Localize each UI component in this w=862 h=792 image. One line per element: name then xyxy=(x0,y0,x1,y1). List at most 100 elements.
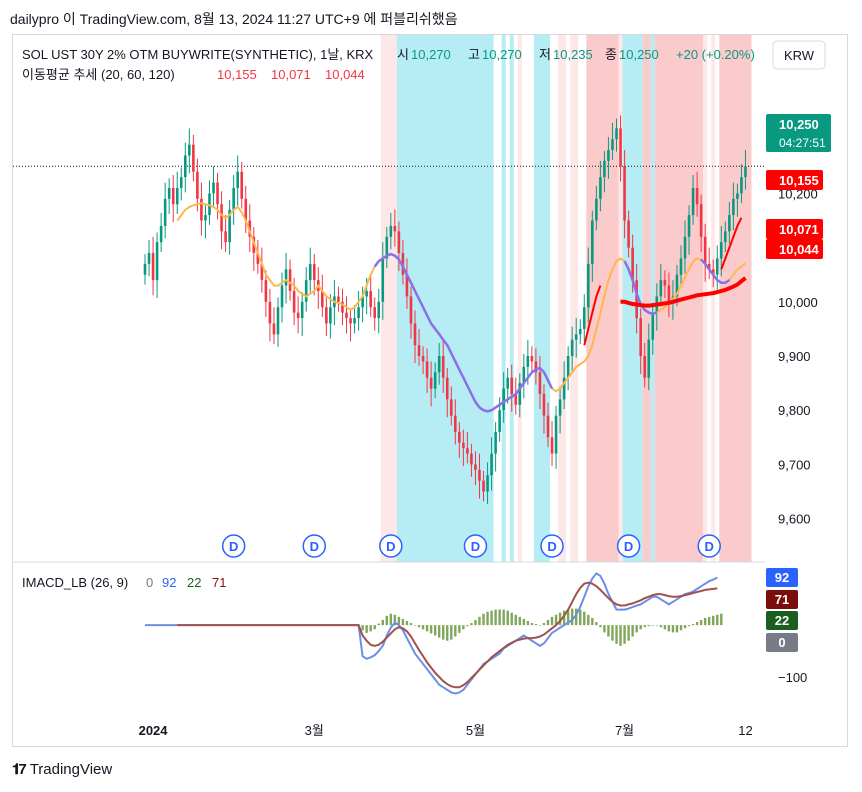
dividend-marker[interactable]: D xyxy=(616,534,641,558)
candle-body xyxy=(703,236,707,264)
candle-body xyxy=(143,263,147,275)
candle-body xyxy=(582,307,586,329)
candle-body xyxy=(715,258,719,275)
legend-ma-label: 이동평균 추세 (20, 60, 120) xyxy=(22,67,175,82)
candle-body xyxy=(619,128,622,167)
ma120-line xyxy=(620,276,747,308)
candle-body xyxy=(534,361,538,373)
dividend-marker-label: D xyxy=(229,539,238,554)
candle-body xyxy=(570,339,574,357)
legend-ma120-value: 10,044 xyxy=(325,67,365,82)
candle-body xyxy=(679,258,683,275)
dividend-marker[interactable]: D xyxy=(697,534,721,558)
dividend-marker-circle xyxy=(379,534,403,558)
legend-low: 10,235 xyxy=(553,47,593,62)
macd-histogram-bar xyxy=(385,615,388,626)
candle-body xyxy=(514,393,518,405)
candle-body xyxy=(325,307,328,324)
candle-body xyxy=(566,356,570,378)
macd-histogram-bar xyxy=(474,619,477,626)
candle-body xyxy=(236,171,239,188)
candle-body xyxy=(562,377,566,400)
macd-legend-name: IMACD_LB (26, 9) xyxy=(22,575,128,590)
macd-histogram-bar xyxy=(377,623,380,626)
ma20-price-label: 10,155 xyxy=(766,170,823,190)
macd-histogram-bar xyxy=(437,625,441,638)
candle-body xyxy=(159,225,163,243)
macd-histogram-bar xyxy=(425,625,429,632)
macd-histogram-bar xyxy=(365,625,368,633)
candle-body xyxy=(192,144,195,172)
candle-body xyxy=(312,263,316,281)
candle-body xyxy=(607,150,610,161)
legend-high-label: 고 xyxy=(468,47,480,62)
candle-body xyxy=(639,318,642,357)
tradingview-logo[interactable]: 𝟏7 TradingView xyxy=(12,761,112,778)
macd-histogram-bar xyxy=(699,619,703,626)
macd-histogram-bar xyxy=(526,621,530,626)
time-tick-label: 2024 xyxy=(139,723,169,738)
zone-band xyxy=(533,35,551,562)
macd-histogram-bar xyxy=(611,625,614,641)
candle-body xyxy=(736,193,739,199)
candle-body xyxy=(345,312,348,319)
macd-histogram-bar xyxy=(708,616,711,626)
candle-body xyxy=(462,442,465,449)
dividend-marker[interactable]: D xyxy=(379,534,403,558)
macd-histogram-bar xyxy=(619,625,622,646)
candle-body xyxy=(587,263,590,308)
candle-body xyxy=(494,431,497,454)
macd-histogram-bar xyxy=(498,609,501,626)
candle-body xyxy=(196,171,199,199)
legend-low-label: 저 xyxy=(539,47,551,62)
svg-text:22: 22 xyxy=(775,613,789,628)
candle-body xyxy=(683,236,687,259)
macd-histogram-bar xyxy=(530,623,534,626)
candle-body xyxy=(329,307,332,324)
dividend-marker-circle xyxy=(221,534,246,558)
legend-ma20-value: 10,155 xyxy=(217,67,257,82)
macd-histogram-bar xyxy=(647,625,650,627)
macd-histogram-bar xyxy=(486,611,489,626)
candle-body xyxy=(445,377,449,400)
dividend-marker[interactable]: D xyxy=(221,534,246,558)
candle-body xyxy=(264,280,268,302)
candle-body xyxy=(288,269,292,291)
dividend-marker[interactable]: D xyxy=(540,534,564,558)
candle-body xyxy=(232,187,235,210)
candle-body xyxy=(643,356,647,378)
candle-body xyxy=(611,139,614,151)
macd-histogram-bar xyxy=(716,614,719,626)
time-tick-label: 5월 xyxy=(466,723,485,738)
candle-body xyxy=(260,263,264,281)
candle-body xyxy=(184,155,187,178)
dividend-marker[interactable]: D xyxy=(463,534,488,558)
candle-body xyxy=(506,377,509,389)
legend-high: 10,270 xyxy=(482,47,522,62)
macd-histogram-bar xyxy=(595,622,598,626)
macd-histogram-bar xyxy=(518,616,521,626)
ma20-line xyxy=(583,285,602,346)
macd-histogram-bar xyxy=(538,625,542,626)
macd-histogram-bar xyxy=(566,609,570,626)
candle-body xyxy=(296,312,300,319)
legend-close: 10,250 xyxy=(619,47,659,62)
macd-histogram-bar xyxy=(446,625,449,641)
candle-body xyxy=(188,144,191,156)
dividend-marker-label: D xyxy=(624,539,633,554)
candle-body xyxy=(421,356,425,362)
candle-body xyxy=(397,231,401,254)
svg-text:0: 0 xyxy=(778,635,785,650)
macd-histogram-bar xyxy=(663,625,667,630)
macd-histogram-bar xyxy=(675,625,679,633)
candle-body xyxy=(385,236,389,259)
macd-legend-macd: 92 xyxy=(162,575,176,590)
zone-band xyxy=(711,35,716,562)
dividend-marker[interactable]: D xyxy=(302,534,327,558)
dividend-marker-label: D xyxy=(471,539,480,554)
currency-button[interactable] xyxy=(772,40,826,70)
candle-body xyxy=(389,225,393,237)
candle-body xyxy=(337,296,340,302)
